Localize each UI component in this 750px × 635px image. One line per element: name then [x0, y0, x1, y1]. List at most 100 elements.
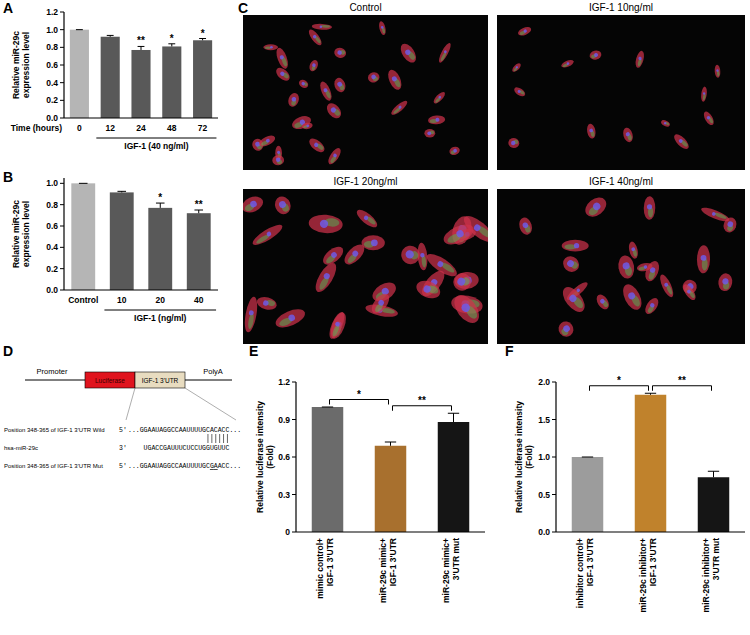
- cell-nucleus: [566, 62, 570, 66]
- cell: [272, 155, 284, 165]
- significance-bracket: [590, 386, 649, 391]
- micrograph-background: [243, 15, 488, 170]
- cell: [424, 129, 435, 137]
- y-tick: [552, 457, 556, 458]
- cell: [273, 306, 307, 332]
- cell-nucleus: [460, 302, 472, 314]
- cell-body: [437, 42, 453, 64]
- cell-nucleus: [263, 300, 270, 307]
- micrograph-background: [497, 189, 745, 344]
- text-line: expression level: [21, 201, 31, 267]
- y-tick: [552, 532, 556, 533]
- error-cap: [76, 29, 83, 30]
- cell-nucleus: [291, 96, 297, 102]
- x-tick-label: miR-29c inhibitor+3'UTR mut: [701, 538, 721, 613]
- cell-nucleus: [351, 250, 359, 258]
- error-cap: [708, 471, 719, 472]
- sequence-end: 5': [119, 463, 127, 470]
- cell-body: [378, 21, 387, 36]
- cell-nucleus: [438, 95, 442, 99]
- panel-label: E: [249, 343, 258, 359]
- cell-body: [432, 90, 447, 105]
- panel-label: B: [3, 169, 13, 185]
- cell: [362, 235, 385, 250]
- image-title: IGF-1 40ng/ml: [589, 176, 653, 187]
- cell-nucleus: [248, 310, 254, 316]
- cell-body: [448, 145, 460, 156]
- cell-nucleus: [456, 276, 466, 286]
- cell-nucleus: [371, 74, 377, 80]
- cell-body: [428, 115, 446, 125]
- cell: [243, 193, 266, 215]
- mutation-underline: [214, 469, 218, 470]
- cell: [448, 145, 460, 156]
- cell: [560, 58, 574, 69]
- cell: [508, 138, 519, 148]
- y-axis-label: Relative miR-29cexpression level: [11, 200, 31, 268]
- error-cap: [107, 35, 114, 36]
- x-axis: [296, 531, 485, 532]
- y-tick-label: 0.6: [46, 221, 58, 231]
- text-line: IGF-1 3'UTR: [648, 538, 658, 586]
- cell: [326, 310, 347, 341]
- cell: [556, 319, 577, 340]
- panel-label: C: [238, 0, 248, 16]
- cell-nucleus: [663, 122, 666, 125]
- cell-body: [324, 100, 344, 120]
- cell: [424, 250, 460, 280]
- cell: [451, 270, 474, 293]
- y-tick-label: 2.0: [538, 377, 550, 387]
- y-tick-label: 0: [285, 527, 290, 537]
- cell-body: [556, 319, 577, 340]
- cell: [681, 282, 698, 302]
- cell-body: [255, 295, 278, 312]
- cell-body: [263, 44, 278, 50]
- pair-line: [211, 434, 212, 443]
- cell-nucleus: [312, 63, 317, 68]
- cell-nucleus: [266, 231, 272, 237]
- y-tick: [60, 82, 64, 83]
- utr-label: IGF-1 3'UTR: [142, 377, 179, 384]
- cell-body: [560, 253, 582, 275]
- cell-nucleus: [711, 212, 716, 217]
- cell-nucleus: [420, 253, 425, 258]
- cell-nucleus: [277, 151, 280, 154]
- y-tick: [60, 47, 64, 48]
- error-bar: [322, 407, 333, 408]
- cell: [274, 65, 292, 83]
- cell: [318, 80, 334, 102]
- cell-body: [274, 46, 290, 70]
- cell: [437, 42, 453, 64]
- cell-nucleus: [334, 321, 340, 327]
- bar: [162, 46, 181, 118]
- cell: [287, 92, 301, 109]
- cell-body: [290, 114, 313, 132]
- error-bar: [708, 471, 719, 477]
- error-bar: [138, 46, 145, 50]
- cell-nucleus: [664, 282, 669, 287]
- cell: [378, 21, 387, 36]
- micrograph-background: [497, 15, 745, 170]
- cell-body: [451, 270, 474, 293]
- cell-body: [307, 28, 324, 48]
- cell: [257, 133, 276, 148]
- cell-body: [354, 207, 380, 230]
- y-axis-label: Relative luciferase intensity(Fold): [514, 401, 534, 513]
- text-line: Relative miR-29c: [11, 31, 21, 99]
- cell: [312, 260, 340, 295]
- cell-nucleus: [278, 200, 287, 209]
- bar: [312, 407, 344, 532]
- cell-body: [250, 222, 285, 249]
- y-tick: [60, 65, 64, 66]
- y-tick-label: 0.9: [278, 415, 290, 425]
- y-tick: [292, 419, 296, 420]
- error-bar: [448, 413, 459, 422]
- bar: [375, 446, 407, 532]
- text-line: Relative miR-29c: [11, 200, 21, 268]
- cell-body: [272, 194, 293, 216]
- cell: [398, 242, 424, 268]
- cell-nucleus: [625, 132, 630, 137]
- cell: [658, 273, 676, 299]
- cell: [320, 243, 346, 268]
- cell: [308, 59, 320, 73]
